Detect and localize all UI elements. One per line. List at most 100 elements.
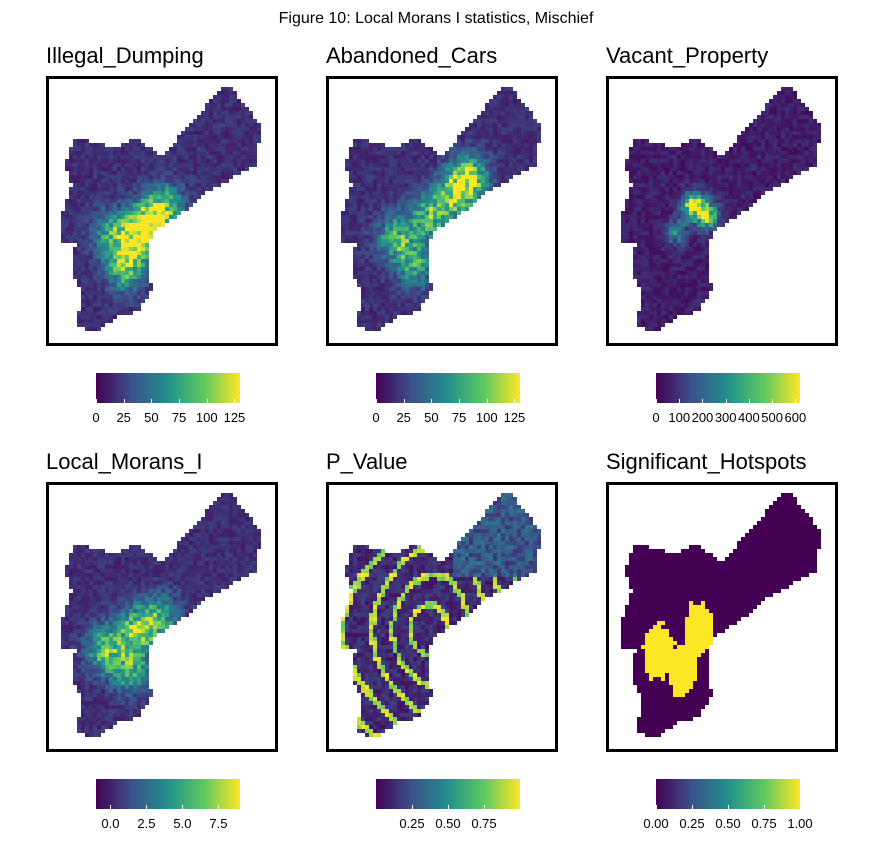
map-cell xyxy=(105,223,109,227)
map-cell xyxy=(209,147,213,151)
map-cell xyxy=(181,155,185,159)
map-cell xyxy=(641,215,645,219)
map-cell xyxy=(633,251,637,255)
map-cell xyxy=(493,155,497,159)
legend-tick-label: 0 xyxy=(652,410,659,425)
map-cell xyxy=(345,203,349,207)
map-cell xyxy=(129,139,133,143)
map-cell xyxy=(533,119,537,123)
map-cell xyxy=(397,271,401,275)
map-cell xyxy=(693,263,697,267)
map-cell xyxy=(353,255,357,259)
map-cell xyxy=(689,183,693,187)
map-cell xyxy=(461,131,465,135)
map-cell xyxy=(213,525,217,529)
map-cell xyxy=(93,219,97,223)
map-cell xyxy=(121,259,125,263)
map-cell xyxy=(681,307,685,311)
map-cell xyxy=(753,199,757,203)
map-cell xyxy=(189,541,193,545)
map-cell xyxy=(77,581,81,585)
map-cell xyxy=(701,155,705,159)
map-cell xyxy=(781,163,785,167)
map-cell xyxy=(681,223,685,227)
map-cell xyxy=(365,323,369,327)
map-cell xyxy=(677,295,681,299)
map-cell xyxy=(401,171,405,175)
map-cell xyxy=(677,179,681,183)
map-cell xyxy=(125,147,129,151)
map-cell xyxy=(69,239,73,243)
map-cell xyxy=(721,167,725,171)
map-cell xyxy=(477,147,481,151)
map-cell xyxy=(365,203,369,207)
map-cell xyxy=(121,183,125,187)
map-cell xyxy=(217,553,221,557)
map-cell xyxy=(781,127,785,131)
map-cell xyxy=(109,315,113,319)
map-cell xyxy=(373,295,377,299)
map-cell xyxy=(501,151,505,155)
map-cell xyxy=(377,207,381,211)
map-cell xyxy=(721,159,725,163)
map-cell xyxy=(457,179,461,183)
map-cell xyxy=(217,155,221,159)
map-cell xyxy=(665,291,669,295)
map-cell xyxy=(785,87,789,91)
map-cell xyxy=(405,231,409,235)
map-cell xyxy=(109,267,113,271)
map-cell xyxy=(817,131,821,135)
map-cell xyxy=(93,155,97,159)
map-cell xyxy=(381,311,385,315)
map-cell xyxy=(113,279,117,283)
map-cell xyxy=(153,159,157,163)
map-cell xyxy=(665,167,669,171)
map-cell xyxy=(77,211,81,215)
map-cell xyxy=(809,127,813,131)
map-cell xyxy=(429,235,433,239)
map-cell xyxy=(481,175,485,179)
map-cell xyxy=(421,171,425,175)
map-cell xyxy=(745,159,749,163)
map-cell xyxy=(673,303,677,307)
map-cell xyxy=(473,119,477,123)
map-cell xyxy=(85,227,89,231)
map-cell xyxy=(241,521,245,525)
map-cell xyxy=(701,147,705,151)
map-cell xyxy=(133,307,137,311)
map-cell xyxy=(177,187,181,191)
map-cell xyxy=(753,151,757,155)
map-cell xyxy=(669,263,673,267)
map-cell xyxy=(209,179,213,183)
map-cell xyxy=(361,171,365,175)
map-cell xyxy=(113,227,117,231)
map-cell xyxy=(385,271,389,275)
map-cell xyxy=(409,163,413,167)
map-cell xyxy=(369,255,373,259)
map-cell xyxy=(525,115,529,119)
map-cell xyxy=(441,171,445,175)
map-cell xyxy=(177,163,181,167)
map-cell xyxy=(121,263,125,267)
map-cell xyxy=(217,565,221,569)
map-cell xyxy=(689,287,693,291)
map-cell xyxy=(693,271,697,275)
map-cell xyxy=(681,299,685,303)
map-cell xyxy=(645,307,649,311)
map-cell xyxy=(701,291,705,295)
map-cell xyxy=(133,299,137,303)
map-cell xyxy=(637,283,641,287)
map-cell xyxy=(125,199,129,203)
map-cell xyxy=(125,557,129,561)
map-cell xyxy=(653,251,657,255)
map-cell xyxy=(181,581,185,585)
map-cell xyxy=(653,239,657,243)
map-cell xyxy=(501,159,505,163)
map-cell xyxy=(689,207,693,211)
map-cell xyxy=(777,155,781,159)
map-cell xyxy=(689,283,693,287)
map-cell xyxy=(677,275,681,279)
map-cell xyxy=(625,199,629,203)
map-cell xyxy=(713,167,717,171)
map-cell xyxy=(513,131,517,135)
